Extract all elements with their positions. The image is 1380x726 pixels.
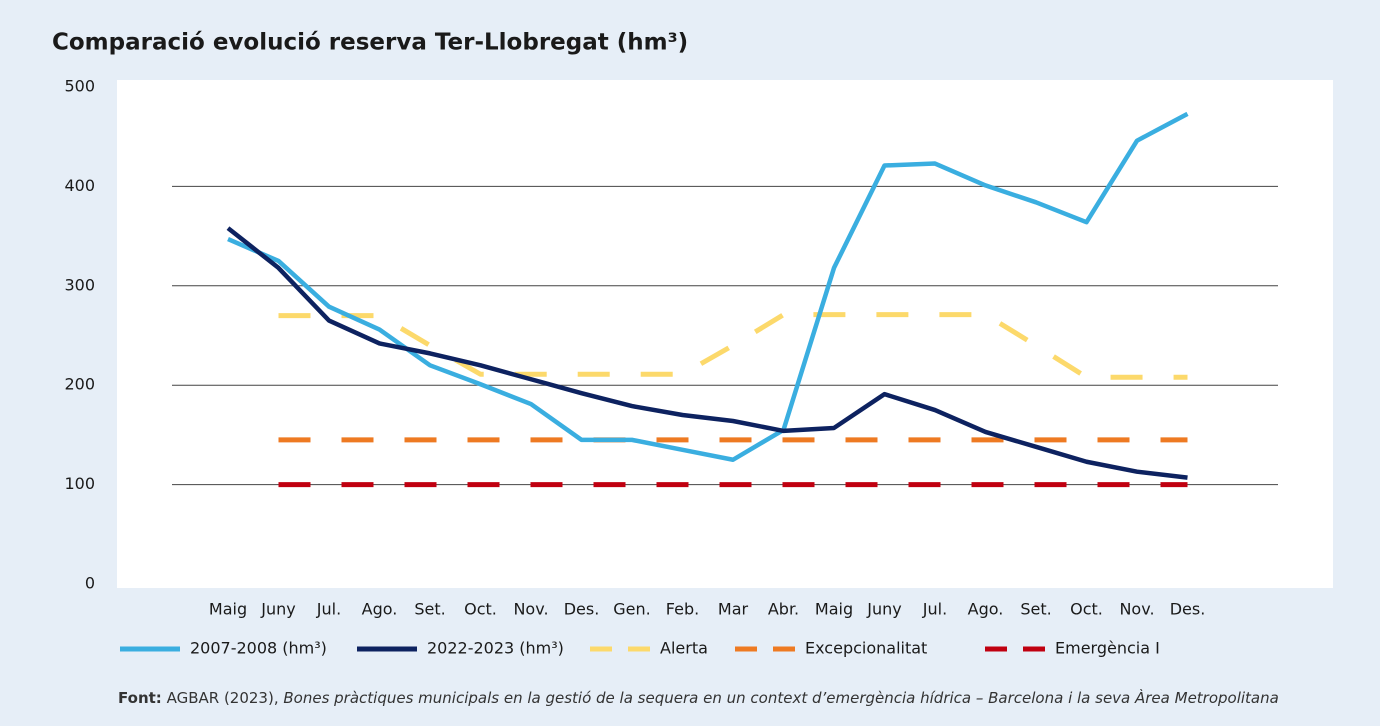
- y-tick-label: 300: [64, 275, 95, 294]
- x-tick-label: Jul.: [922, 600, 947, 619]
- legend-label: 2007-2008 (hm³): [190, 639, 327, 658]
- legend-label: Alerta: [660, 639, 708, 658]
- x-tick-label: Des.: [1170, 600, 1206, 619]
- x-tick-label: Maig: [815, 600, 853, 619]
- source-label: Font:: [118, 689, 162, 707]
- source-title: Bones pràctiques municipals en la gestió…: [283, 688, 1278, 707]
- x-tick-label: Abr.: [768, 600, 799, 619]
- x-tick-label: Nov.: [513, 600, 548, 619]
- chart-title: Comparació evolució reserva Ter-Llobrega…: [52, 30, 688, 56]
- x-tick-label: Set.: [1020, 600, 1051, 619]
- x-tick-label: Ago.: [362, 600, 398, 619]
- source-text: AGBAR (2023),: [167, 689, 279, 707]
- legend-label: Emergència I: [1055, 639, 1160, 658]
- y-tick-label: 200: [64, 375, 95, 394]
- x-tick-label: Jul.: [316, 600, 341, 619]
- x-tick-label: Gen.: [613, 600, 650, 619]
- x-tick-label: Nov.: [1119, 600, 1154, 619]
- y-tick-label: 500: [64, 77, 95, 96]
- y-tick-label: 400: [64, 176, 95, 195]
- x-tick-label: Set.: [414, 600, 445, 619]
- x-tick-label: Juny: [866, 600, 901, 619]
- y-tick-label: 100: [64, 474, 95, 493]
- x-tick-label: Ago.: [968, 600, 1004, 619]
- x-tick-label: Feb.: [666, 600, 699, 619]
- x-tick-label: Des.: [564, 600, 600, 619]
- legend-label: 2022-2023 (hm³): [427, 639, 564, 658]
- x-tick-label: Juny: [260, 600, 295, 619]
- y-tick-label: 0: [85, 574, 95, 593]
- plot-area: [117, 80, 1333, 588]
- x-tick-label: Oct.: [1070, 600, 1103, 619]
- x-tick-label: Oct.: [464, 600, 497, 619]
- x-tick-label: Maig: [209, 600, 247, 619]
- series-line: [226, 226, 1188, 480]
- series-line: [227, 111, 1189, 462]
- source: Font: AGBAR (2023), Bones pràctiques mun…: [118, 688, 1279, 707]
- x-tick-label: Mar: [718, 600, 749, 619]
- legend-label: Excepcionalitat: [805, 639, 927, 658]
